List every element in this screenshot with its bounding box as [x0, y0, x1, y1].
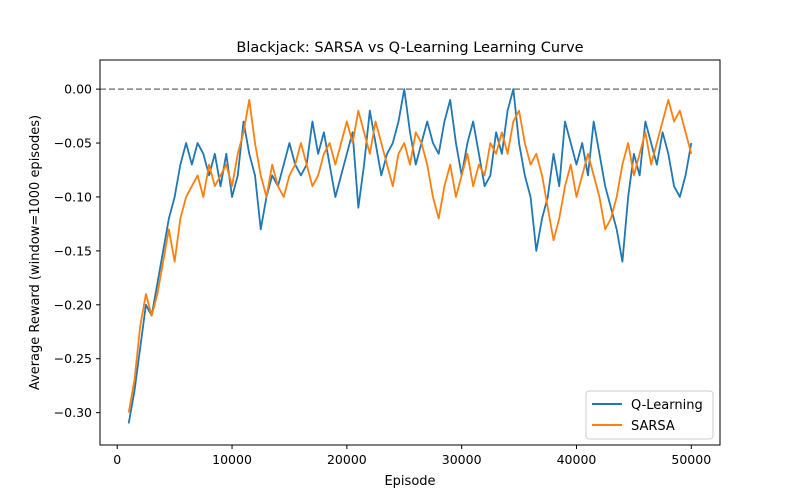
series-layer	[127, 88, 693, 424]
x-tick-label: 20000	[327, 452, 367, 467]
y-tick-label: −0.10	[54, 189, 92, 204]
x-tick-label: 50000	[671, 452, 711, 467]
y-tick-label: −0.30	[54, 405, 92, 420]
legend: Q-Learning SARSA	[585, 390, 714, 440]
x-axis-ticks: 0 10000 20000 30000 40000 50000	[113, 445, 711, 467]
y-tick-label: −0.15	[54, 243, 92, 258]
y-axis-ticks: −0.30 −0.25 −0.20 −0.15 −0.10 −0.05 0.00	[54, 82, 100, 420]
x-tick-label: 0	[113, 452, 121, 467]
plot-area	[100, 60, 720, 445]
y-tick-label: −0.20	[54, 297, 92, 312]
x-axis-label: Episode	[384, 474, 435, 489]
y-axis-label: Average Reward (window=1000 episodes)	[28, 115, 43, 390]
y-tick-label: 0.00	[64, 82, 92, 97]
x-tick-label: 10000	[212, 452, 252, 467]
series-line-sarsa	[127, 99, 693, 413]
chart-title: Blackjack: SARSA vs Q-Learning Learning …	[236, 40, 583, 56]
legend-label-sarsa: SARSA	[631, 419, 675, 434]
axes-frame	[99, 59, 721, 446]
x-tick-label: 40000	[557, 452, 597, 467]
y-tick-label: −0.25	[54, 351, 92, 366]
y-tick-label: −0.05	[54, 136, 92, 151]
series-line-q-learning	[127, 88, 693, 424]
x-tick-label: 30000	[442, 452, 482, 467]
legend-label-q-learning: Q-Learning	[631, 398, 703, 413]
